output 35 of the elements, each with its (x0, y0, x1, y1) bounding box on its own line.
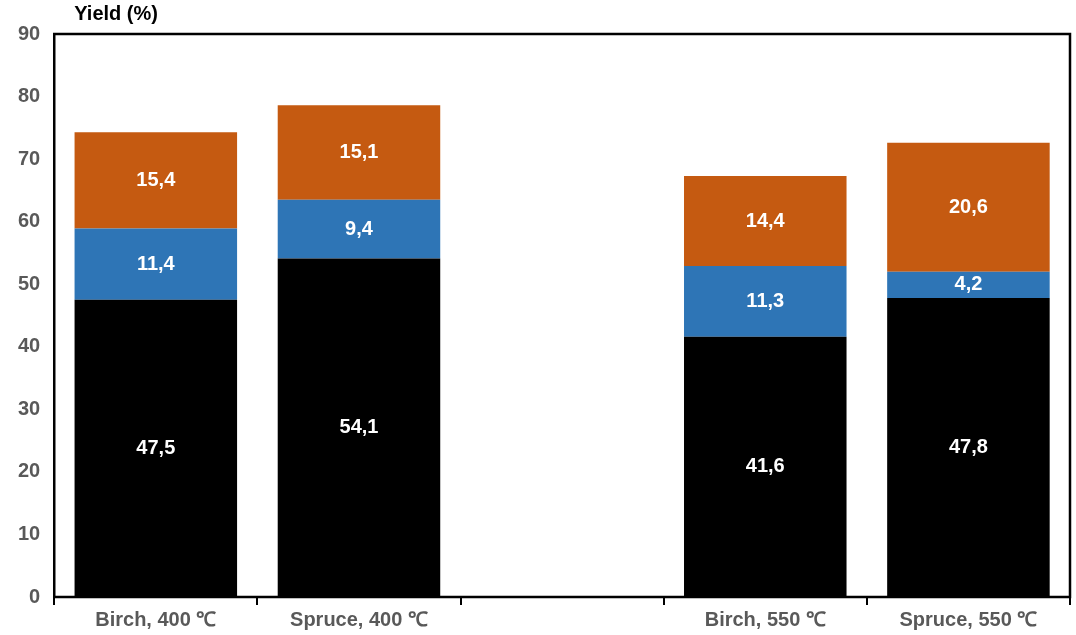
bar (74, 132, 238, 229)
x-tick-label: Birch, 400 ℃ (95, 607, 217, 630)
y-tick-label: 60 (18, 209, 41, 232)
y-tick-label: 70 (18, 146, 41, 169)
bar (684, 266, 847, 337)
data-label: 11,3 (746, 288, 785, 311)
y-tick-label: 80 (18, 84, 41, 107)
y-tick-label: 50 (18, 271, 41, 294)
x-tick-label: Birch, 550 ℃ (704, 607, 826, 630)
data-label: 14,4 (745, 208, 786, 231)
x-tick-label: Spruce, 550 ℃ (899, 607, 1038, 630)
data-label: 15,1 (339, 140, 379, 163)
bar (277, 199, 441, 259)
y-tick-label: 10 (18, 521, 41, 544)
x-tick-label: Spruce, 400 ℃ (290, 607, 428, 630)
data-label: 47,5 (136, 435, 176, 458)
data-label: 4,2 (954, 272, 983, 295)
y-axis-title: Yield (%) (74, 1, 158, 24)
y-tick-label: 20 (18, 459, 41, 482)
y-tick-label: 90 (18, 21, 41, 44)
bar (887, 271, 1050, 298)
y-tick-label: 30 (18, 396, 41, 419)
bar (74, 228, 238, 300)
bar (887, 142, 1050, 272)
data-label: 15,4 (136, 167, 177, 190)
data-label: 47,8 (948, 434, 988, 457)
data-label: 9,4 (345, 216, 374, 239)
data-label: 20,6 (948, 194, 988, 217)
y-tick-label: 40 (18, 334, 41, 357)
bar (684, 176, 847, 267)
data-label: 54,1 (339, 415, 379, 438)
data-label: 41,6 (745, 454, 785, 477)
data-label: 11,4 (136, 251, 176, 274)
bar (277, 105, 441, 200)
y-tick-label: 0 (29, 584, 41, 607)
